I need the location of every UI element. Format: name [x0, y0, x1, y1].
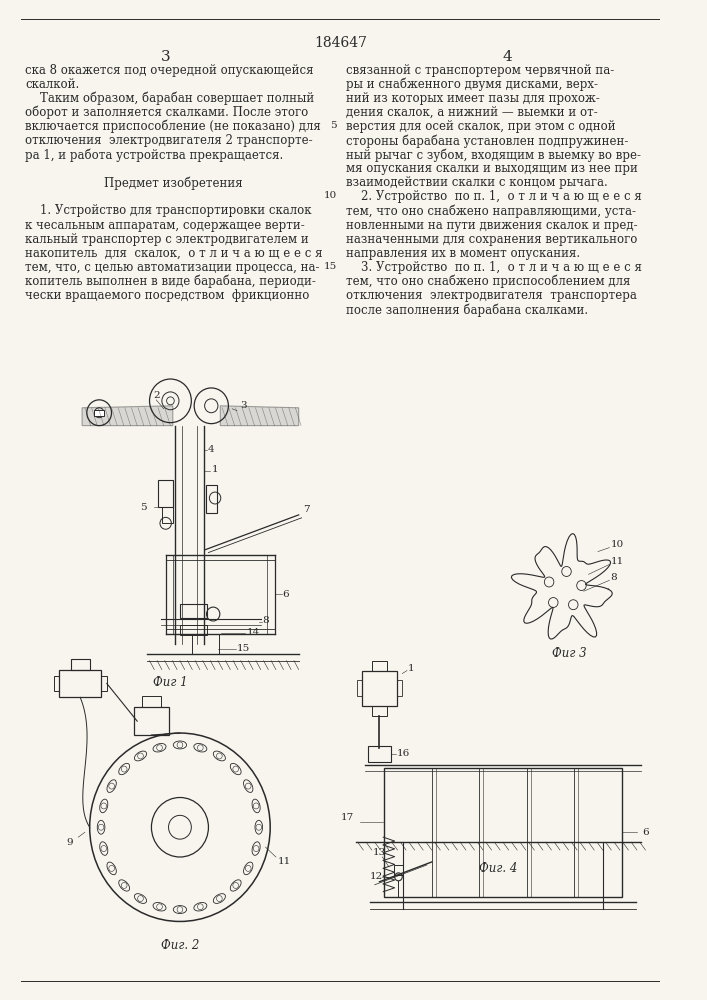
- Bar: [363, 671, 397, 706]
- Bar: [162, 507, 173, 523]
- Text: взаимодействии скалки с концом рычага.: взаимодействии скалки с концом рычага.: [346, 176, 608, 189]
- Text: ры и снабженного двумя дисками, верх-: ры и снабженного двумя дисками, верх-: [346, 78, 598, 91]
- Text: 12: 12: [370, 872, 383, 881]
- Bar: [142, 696, 161, 707]
- Text: скалкой.: скалкой.: [25, 78, 79, 91]
- Text: 6: 6: [643, 828, 649, 837]
- Text: мя опускания скалки и выходящим из нее при: мя опускания скалки и выходящим из нее п…: [346, 162, 638, 175]
- Bar: [192, 634, 219, 654]
- Text: 15: 15: [323, 262, 337, 271]
- Text: 17: 17: [341, 813, 354, 822]
- Text: 14: 14: [247, 628, 259, 637]
- Text: ска 8 окажется под очередной опускающейся: ска 8 окажется под очередной опускающейс…: [25, 64, 314, 77]
- Text: 5: 5: [330, 121, 337, 130]
- Bar: [394, 865, 403, 875]
- Text: ний из которых имеет пазы для прохож-: ний из которых имеет пазы для прохож-: [346, 92, 600, 105]
- Text: 3: 3: [240, 401, 247, 410]
- Text: 4: 4: [503, 50, 513, 64]
- Text: включается приспособление (не показано) для: включается приспособление (не показано) …: [25, 120, 321, 133]
- Bar: [180, 625, 206, 635]
- Text: Фиг. 4: Фиг. 4: [479, 862, 518, 875]
- Text: связанной с транспортером червячной па-: связанной с транспортером червячной па-: [346, 64, 614, 77]
- Text: 10: 10: [323, 191, 337, 200]
- Text: назначенными для сохранения вертикального: назначенными для сохранения вертикальног…: [346, 233, 638, 246]
- Text: направления их в момент опускания.: направления их в момент опускания.: [346, 247, 580, 260]
- Text: 8: 8: [610, 573, 617, 582]
- Text: 5: 5: [140, 503, 146, 512]
- Text: верстия для осей скалок, при этом с одной: верстия для осей скалок, при этом с одно…: [346, 120, 616, 133]
- Text: тем, что оно снабжено направляющими, уста-: тем, что оно снабжено направляющими, уст…: [346, 204, 636, 218]
- Polygon shape: [221, 406, 298, 426]
- Text: после заполнения барабана скалками.: после заполнения барабана скалками.: [346, 303, 588, 317]
- Text: Фиг 1: Фиг 1: [153, 676, 188, 689]
- Text: Таким образом, барабан совершает полный: Таким образом, барабан совершает полный: [25, 92, 315, 105]
- Text: накопитель  для  скалок,  о т л и ч а ю щ е е с я: накопитель для скалок, о т л и ч а ю щ е…: [25, 247, 322, 260]
- Bar: [101, 676, 107, 691]
- Text: 9: 9: [66, 838, 73, 847]
- Bar: [158, 480, 173, 507]
- Text: 1. Устройство для транспортировки скалок: 1. Устройство для транспортировки скалок: [25, 204, 312, 217]
- Text: 11: 11: [610, 557, 624, 566]
- Text: Фиг 3: Фиг 3: [552, 647, 587, 660]
- Polygon shape: [82, 406, 173, 426]
- Text: Фиг. 2: Фиг. 2: [160, 939, 199, 952]
- Bar: [384, 768, 621, 897]
- Text: 10: 10: [610, 540, 624, 549]
- Text: 6: 6: [283, 590, 289, 599]
- Text: 4: 4: [207, 445, 214, 454]
- Text: 15: 15: [237, 644, 250, 653]
- Text: кальный транспортер с электродвигателем и: кальный транспортер с электродвигателем …: [25, 233, 309, 246]
- Bar: [134, 707, 168, 735]
- Text: 184647: 184647: [314, 36, 367, 50]
- Text: оборот и заполняется скалками. После этого: оборот и заполняется скалками. После это…: [25, 106, 308, 119]
- Bar: [368, 746, 391, 762]
- Text: ный рычаг с зубом, входящим в выемку во вре-: ный рычаг с зубом, входящим в выемку во …: [346, 148, 641, 162]
- Bar: [372, 661, 387, 671]
- Text: 8: 8: [262, 616, 269, 625]
- Text: 2: 2: [153, 391, 160, 400]
- Text: отключения  электродвигателя 2 транспорте-: отключения электродвигателя 2 транспорте…: [25, 134, 312, 147]
- Text: новленными на пути движения скалок и пред-: новленными на пути движения скалок и пре…: [346, 219, 638, 232]
- Text: к чесальным аппаратам, содержащее верти-: к чесальным аппаратам, содержащее верти-: [25, 219, 305, 232]
- Text: 1: 1: [211, 465, 218, 474]
- Bar: [206, 485, 217, 513]
- Bar: [59, 670, 101, 697]
- Bar: [372, 706, 387, 716]
- Bar: [71, 659, 90, 670]
- Bar: [356, 680, 363, 696]
- Text: тем, что, с целью автоматизации процесса, на-: тем, что, с целью автоматизации процесса…: [25, 261, 320, 274]
- Text: 3: 3: [161, 50, 170, 64]
- Text: 1: 1: [408, 664, 414, 673]
- Text: стороны барабана установлен подпружинен-: стороны барабана установлен подпружинен-: [346, 134, 629, 148]
- Text: 13: 13: [373, 848, 386, 857]
- Text: 3. Устройство  по п. 1,  о т л и ч а ю щ е е с я: 3. Устройство по п. 1, о т л и ч а ю щ е…: [346, 261, 642, 274]
- Text: 2. Устройство  по п. 1,  о т л и ч а ю щ е е с я: 2. Устройство по п. 1, о т л и ч а ю щ е…: [346, 190, 642, 203]
- Bar: [397, 680, 402, 696]
- Text: ра 1, и работа устройства прекращается.: ра 1, и работа устройства прекращается.: [25, 148, 284, 162]
- Text: чески вращаемого посредством  фрикционно: чески вращаемого посредством фрикционно: [25, 289, 310, 302]
- Text: тем, что оно снабжено приспособлением для: тем, что оно снабжено приспособлением дл…: [346, 275, 631, 288]
- Text: 7: 7: [303, 505, 310, 514]
- Text: отключения  электродвигателя  транспортера: отключения электродвигателя транспортера: [346, 289, 637, 302]
- Text: 16: 16: [397, 749, 410, 758]
- Text: копитель выполнен в виде барабана, периоди-: копитель выполнен в виде барабана, перио…: [25, 275, 316, 288]
- Bar: [180, 604, 206, 618]
- Text: дения скалок, а нижний — выемки и от-: дения скалок, а нижний — выемки и от-: [346, 106, 598, 119]
- Bar: [95, 410, 104, 416]
- Text: 11: 11: [278, 857, 291, 866]
- Bar: [54, 676, 59, 691]
- Text: Предмет изобретения: Предмет изобретения: [104, 176, 243, 190]
